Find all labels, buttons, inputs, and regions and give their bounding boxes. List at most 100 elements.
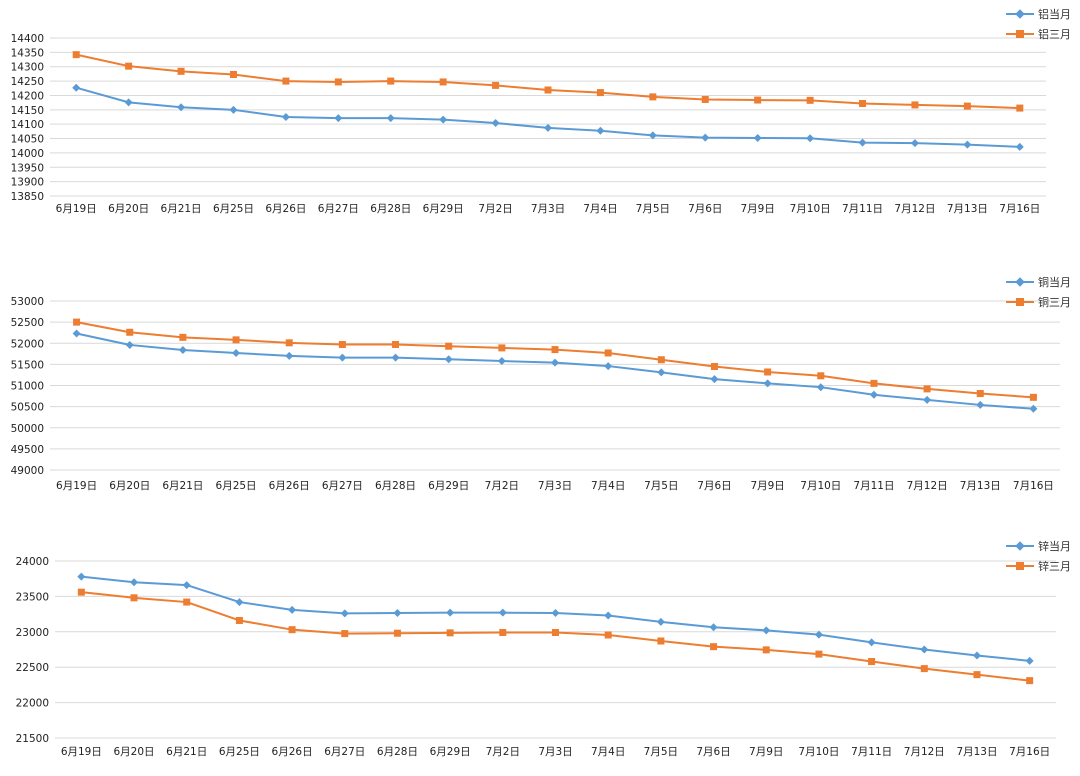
data-point-diamond xyxy=(393,609,402,618)
x-tick-label: 7月10日 xyxy=(800,480,841,492)
y-tick-label: 14200 xyxy=(11,90,44,102)
data-point-square xyxy=(762,646,770,654)
data-point-diamond xyxy=(232,348,241,357)
data-point-square xyxy=(870,379,878,387)
data-point-square xyxy=(649,93,657,101)
data-point-square xyxy=(596,89,604,97)
data-point-square xyxy=(920,665,928,673)
y-tick-label: 14100 xyxy=(11,119,44,131)
data-point-diamond xyxy=(604,611,613,620)
data-point-square xyxy=(815,650,823,658)
x-tick-label: 7月2日 xyxy=(486,746,520,758)
data-point-diamond xyxy=(544,123,552,132)
zinc-chart-legend: 锌当月 锌三月 xyxy=(1006,536,1072,576)
x-tick-label: 7月10日 xyxy=(790,203,831,215)
data-point-square xyxy=(923,385,931,393)
legend-label: 锌当月 xyxy=(1038,540,1071,553)
data-point-square xyxy=(235,616,243,624)
data-point-diamond xyxy=(920,645,929,654)
y-tick-label: 22500 xyxy=(16,662,49,674)
data-point-diamond xyxy=(816,383,825,392)
data-point-diamond xyxy=(334,114,343,123)
x-tick-label: 6月27日 xyxy=(322,480,363,492)
y-tick-label: 50000 xyxy=(11,423,44,435)
data-point-square xyxy=(77,588,85,596)
data-point-diamond xyxy=(72,83,81,92)
x-tick-label: 6月28日 xyxy=(370,203,411,215)
data-point-square xyxy=(1026,677,1034,685)
data-point-square xyxy=(817,372,825,380)
data-point-square xyxy=(341,630,349,638)
data-point-square xyxy=(499,629,507,637)
y-tick-label: 14300 xyxy=(11,62,44,74)
data-point-diamond xyxy=(1015,142,1024,151)
y-tick-label: 22000 xyxy=(16,698,49,710)
legend-label: 铜三月 xyxy=(1038,296,1071,309)
series-line xyxy=(81,575,1030,662)
data-point-diamond xyxy=(340,609,349,618)
data-point-square xyxy=(710,362,718,370)
legend-item-series-1: 铜当月 xyxy=(1006,272,1072,292)
data-point-square xyxy=(232,336,240,344)
x-tick-label: 7月13日 xyxy=(947,203,988,215)
data-point-square xyxy=(498,344,506,352)
x-tick-label: 6月25日 xyxy=(216,480,257,492)
data-point-diamond xyxy=(806,134,815,143)
data-point-square xyxy=(552,629,559,637)
data-point-diamond xyxy=(338,353,347,362)
data-point-square xyxy=(657,356,665,364)
data-point-square xyxy=(657,637,665,645)
data-point-diamond xyxy=(177,103,186,112)
data-point-square xyxy=(126,328,134,336)
x-tick-label: 6月26日 xyxy=(265,203,306,215)
data-point-square xyxy=(859,99,867,107)
data-point-square xyxy=(754,96,762,104)
x-tick-label: 6月27日 xyxy=(324,746,365,758)
data-point-diamond xyxy=(656,617,665,626)
x-tick-label: 6月19日 xyxy=(61,746,102,758)
x-tick-label: 7月5日 xyxy=(644,480,678,492)
x-tick-label: 7月2日 xyxy=(485,480,519,492)
data-point-diamond xyxy=(229,105,238,114)
data-point-square xyxy=(551,346,559,354)
x-tick-label: 7月13日 xyxy=(956,746,997,758)
data-point-diamond xyxy=(648,131,657,140)
x-tick-label: 7月4日 xyxy=(591,746,625,758)
data-point-square xyxy=(177,67,185,75)
legend-item-series-1: 锌当月 xyxy=(1006,536,1072,556)
data-point-square xyxy=(393,629,401,637)
legend-swatch-line-square-icon xyxy=(1006,297,1034,307)
data-point-square xyxy=(392,341,400,349)
data-point-diamond xyxy=(130,578,139,587)
y-tick-label: 14400 xyxy=(11,33,44,45)
data-point-square xyxy=(1016,104,1024,112)
x-tick-label: 6月26日 xyxy=(272,746,313,758)
x-tick-label: 6月28日 xyxy=(375,480,416,492)
x-tick-label: 6月19日 xyxy=(56,203,97,215)
aluminum-chart-legend: 铝当月 铝三月 xyxy=(1006,4,1072,44)
legend-item-series-2: 铜三月 xyxy=(1006,292,1072,312)
x-tick-label: 7月4日 xyxy=(591,480,625,492)
x-tick-label: 7月13日 xyxy=(960,480,1001,492)
x-tick-label: 6月25日 xyxy=(219,746,260,758)
series-line xyxy=(75,86,1020,148)
data-point-square xyxy=(973,671,981,679)
y-tick-label: 13850 xyxy=(11,191,44,203)
data-point-diamond xyxy=(235,598,244,607)
x-tick-label: 7月16日 xyxy=(999,203,1040,215)
legend-swatch-line-square-icon xyxy=(1006,29,1034,39)
x-tick-label: 7月11日 xyxy=(853,480,894,492)
zinc-chart-plot: 24000 23500 23000 22500 22000 21500 6月19日 6月20日… xyxy=(16,556,1056,758)
x-tick-label: 6月20日 xyxy=(114,746,155,758)
data-point-diamond xyxy=(869,390,878,399)
y-tick-label: 24000 xyxy=(16,556,49,568)
data-point-square xyxy=(73,318,81,326)
data-point-diamond xyxy=(72,329,81,338)
data-point-square xyxy=(439,78,447,86)
data-point-square xyxy=(72,51,80,59)
x-tick-label: 7月11日 xyxy=(851,746,892,758)
y-tick-label: 52500 xyxy=(11,317,44,329)
x-tick-label: 7月9日 xyxy=(740,203,774,215)
x-tick-label: 7月5日 xyxy=(644,746,678,758)
data-point-diamond xyxy=(596,126,605,135)
